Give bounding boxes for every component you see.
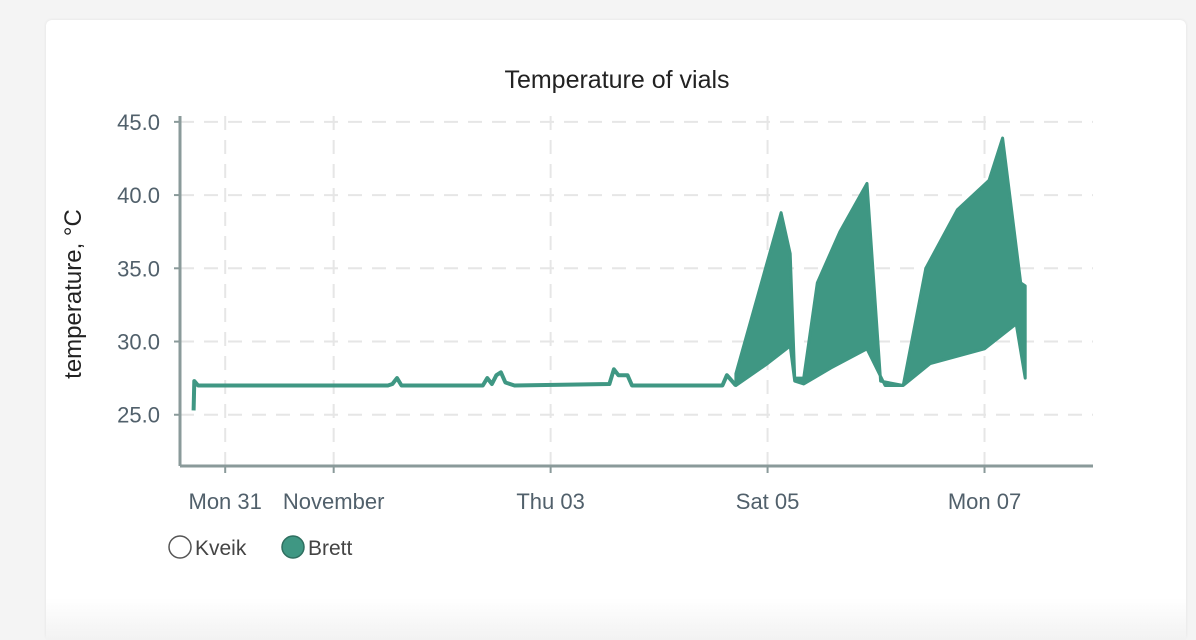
x-tick-label: Sat 05: [736, 489, 800, 514]
series-line-brett: [191, 367, 738, 411]
axes: [174, 116, 1093, 473]
legend[interactable]: Kveik Brett: [168, 535, 353, 560]
x-tick-label: November: [283, 489, 384, 514]
legend-marker-kveik: [168, 535, 192, 559]
legend-item-brett[interactable]: Brett: [281, 535, 353, 560]
y-tick-label: 40.0: [117, 183, 160, 208]
y-tick-label: 45.0: [117, 110, 160, 135]
chart-svg: Temperature of vials temperature, °C 25.…: [60, 66, 1093, 560]
legend-label-brett: Brett: [308, 537, 353, 560]
chart-title: Temperature of vials: [504, 66, 729, 94]
series-band-brett: [734, 136, 1027, 387]
legend-label-kveik: Kveik: [195, 537, 247, 560]
y-tick-label: 30.0: [117, 330, 160, 355]
legend-marker-brett: [281, 535, 305, 559]
y-axis-label: temperature, °C: [60, 209, 87, 379]
x-tick-label: Mon 31: [189, 489, 262, 514]
x-tick-label: Mon 07: [948, 489, 1021, 514]
tick-labels: 25.0 30.0 35.0 40.0 45.0 Mon 31 November Thu 03…: [117, 110, 1021, 514]
y-tick-label: 35.0: [117, 256, 160, 281]
series-area: [191, 136, 1027, 411]
x-tick-label: Thu 03: [516, 489, 585, 514]
y-tick-label: 25.0: [117, 403, 160, 428]
legend-item-kveik[interactable]: Kveik: [168, 535, 247, 560]
